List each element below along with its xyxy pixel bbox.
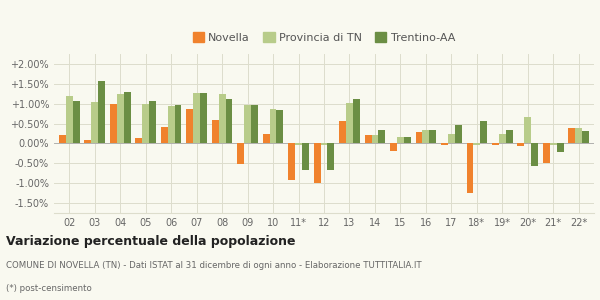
Bar [269,109,277,143]
Text: COMUNE DI NOVELLA (TN) - Dati ISTAT al 31 dicembre di ogni anno - Elaborazione T: COMUNE DI NOVELLA (TN) - Dati ISTAT al 3… [6,262,422,271]
Bar [467,143,473,193]
Bar [187,109,193,143]
Legend: Novella, Provincia di TN, Trentino-AA: Novella, Provincia di TN, Trentino-AA [188,28,460,47]
Bar [499,134,506,143]
Bar [136,138,142,143]
Bar [66,96,73,143]
Bar [557,143,563,152]
Bar [175,105,181,143]
Bar [277,110,283,143]
Bar [371,135,379,143]
Bar [98,81,105,143]
Bar [142,104,149,143]
Bar [473,143,480,145]
Bar [480,121,487,143]
Bar [212,120,218,143]
Bar [441,143,448,146]
Bar [314,143,320,183]
Bar [263,134,269,143]
Bar [288,143,295,180]
Bar [328,143,334,170]
Bar [218,94,226,143]
Bar [59,135,66,143]
Bar [430,130,436,143]
Bar [365,136,371,143]
Bar [455,125,461,143]
Text: (*) post-censimento: (*) post-censimento [6,284,92,293]
Bar [492,143,499,145]
Bar [379,130,385,143]
Bar [531,143,538,166]
Bar [575,128,582,143]
Bar [244,105,251,143]
Bar [200,93,207,143]
Bar [397,137,404,143]
Bar [193,93,200,143]
Bar [346,103,353,143]
Bar [320,143,328,146]
Bar [251,105,258,143]
Bar [524,117,531,143]
Bar [550,143,557,145]
Bar [226,99,232,143]
Bar [353,98,360,143]
Bar [110,104,117,143]
Text: Variazione percentuale della popolazione: Variazione percentuale della popolazione [6,235,296,248]
Bar [448,134,455,143]
Bar [517,143,524,146]
Bar [302,143,309,170]
Bar [422,130,430,143]
Bar [117,94,124,143]
Bar [295,143,302,145]
Bar [416,131,422,143]
Bar [149,100,156,143]
Bar [85,140,91,143]
Bar [543,143,550,163]
Bar [506,130,512,143]
Bar [161,127,168,143]
Bar [237,143,244,164]
Bar [390,143,397,151]
Bar [91,102,98,143]
Bar [339,121,346,143]
Bar [73,101,80,143]
Bar [124,92,131,143]
Bar [404,137,411,143]
Bar [582,131,589,143]
Bar [568,128,575,143]
Bar [168,106,175,143]
